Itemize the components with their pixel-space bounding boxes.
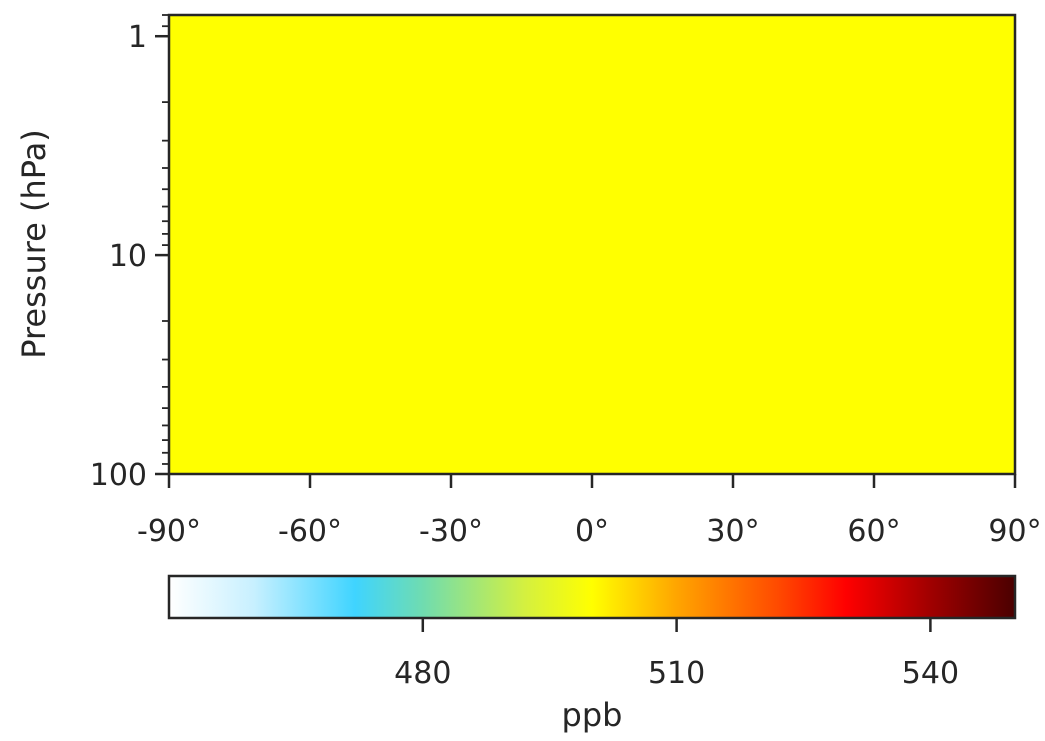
- x-tick-label: 30°: [706, 514, 759, 549]
- y-axis-label: Pressure (hPa): [15, 129, 53, 359]
- y-tick-label: 10: [109, 239, 147, 274]
- x-tick-label: -60°: [278, 514, 342, 549]
- colorbar-gradient: [167, 574, 1017, 620]
- colorbar-label: ppb: [562, 696, 623, 734]
- x-tick-label: 0°: [575, 514, 609, 549]
- x-tick-label: 60°: [847, 514, 900, 549]
- y-axis: 1 10 100: [90, 20, 169, 493]
- y-tick-label: 1: [128, 20, 147, 55]
- colorbar-tick-label: 480: [394, 656, 451, 691]
- plot-area: 1 10 100 -90° -60° -30° 0° 30° 60° 90° Pressure …: [15, 13, 1042, 549]
- colorbar-ticks: 480 510 540: [394, 618, 959, 691]
- x-tick-label: -90°: [137, 514, 201, 549]
- colorbar-tick-label: 540: [902, 656, 959, 691]
- x-tick-label: 90°: [988, 514, 1041, 549]
- x-axis: -90° -60° -30° 0° 30° 60° 90°: [137, 474, 1042, 549]
- x-tick-label: -30°: [419, 514, 483, 549]
- colorbar-tick-label: 510: [648, 656, 705, 691]
- colorbar: 480 510 540 ppb: [167, 574, 1017, 734]
- heatmap-field: [169, 15, 1015, 474]
- plot-frame: [167, 13, 1017, 476]
- y-tick-label: 100: [90, 458, 147, 493]
